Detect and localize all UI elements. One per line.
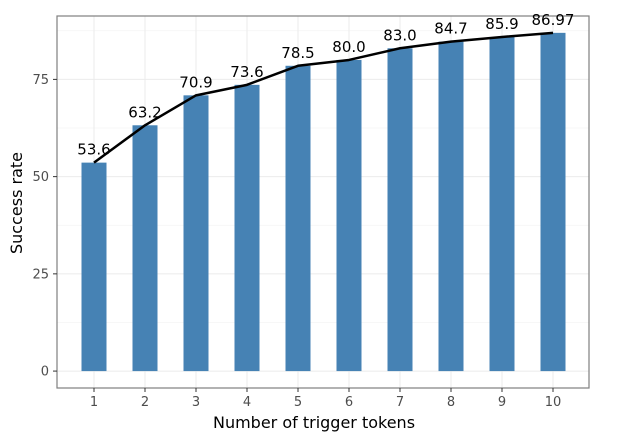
data-label-4: 73.6 [230,63,263,81]
x-tick-label-8: 8 [447,395,455,410]
x-tick-label-3: 3 [192,395,200,410]
x-tick-label-4: 4 [243,395,251,410]
bar-9 [489,37,515,372]
x-tick-label-6: 6 [345,395,353,410]
bars [81,32,566,372]
bar-6 [336,59,362,372]
y-axis-ticks: 0 25 50 75 [32,73,57,380]
bar-10 [540,32,566,372]
data-label-2: 63.2 [128,103,161,121]
y-tick-label-0: 0 [41,365,49,380]
y-tick-label-50: 50 [32,170,49,185]
data-label-9: 85.9 [485,15,518,33]
y-tick-label-25: 25 [32,267,49,282]
data-label-3: 70.9 [179,73,212,91]
bar-4 [234,84,260,372]
bar-7 [387,48,413,372]
y-axis-title: Success rate [7,152,26,254]
data-label-10: 86.97 [532,11,575,29]
plot-panel-border [56,15,590,389]
data-label-1: 53.6 [77,141,110,159]
x-tick-label-1: 1 [90,395,98,410]
y-tick-label-75: 75 [32,73,49,88]
bar-8 [438,41,464,372]
data-label-5: 78.5 [281,44,314,62]
trend-line [93,31,554,164]
x-tick-label-2: 2 [141,395,149,410]
x-tick-label-7: 7 [396,395,404,410]
data-label-8: 84.7 [434,20,467,38]
x-tick-label-9: 9 [498,395,506,410]
bar-1 [81,162,107,372]
x-axis-ticks: 1 2 3 4 5 6 7 8 9 10 [90,388,561,410]
data-label-6: 80.0 [332,38,365,56]
bar-3 [183,95,209,372]
data-labels: 53.6 63.2 70.9 73.6 78.5 80.0 83.0 84.7 85.9 86.9… [77,11,574,159]
bar-2 [132,125,158,372]
data-label-7: 83.0 [383,26,416,44]
x-tick-label-10: 10 [545,395,562,410]
x-tick-label-5: 5 [294,395,302,410]
bar-5 [285,65,311,372]
trend-line-group [93,31,554,164]
x-axis-title: Number of trigger tokens [213,413,415,432]
